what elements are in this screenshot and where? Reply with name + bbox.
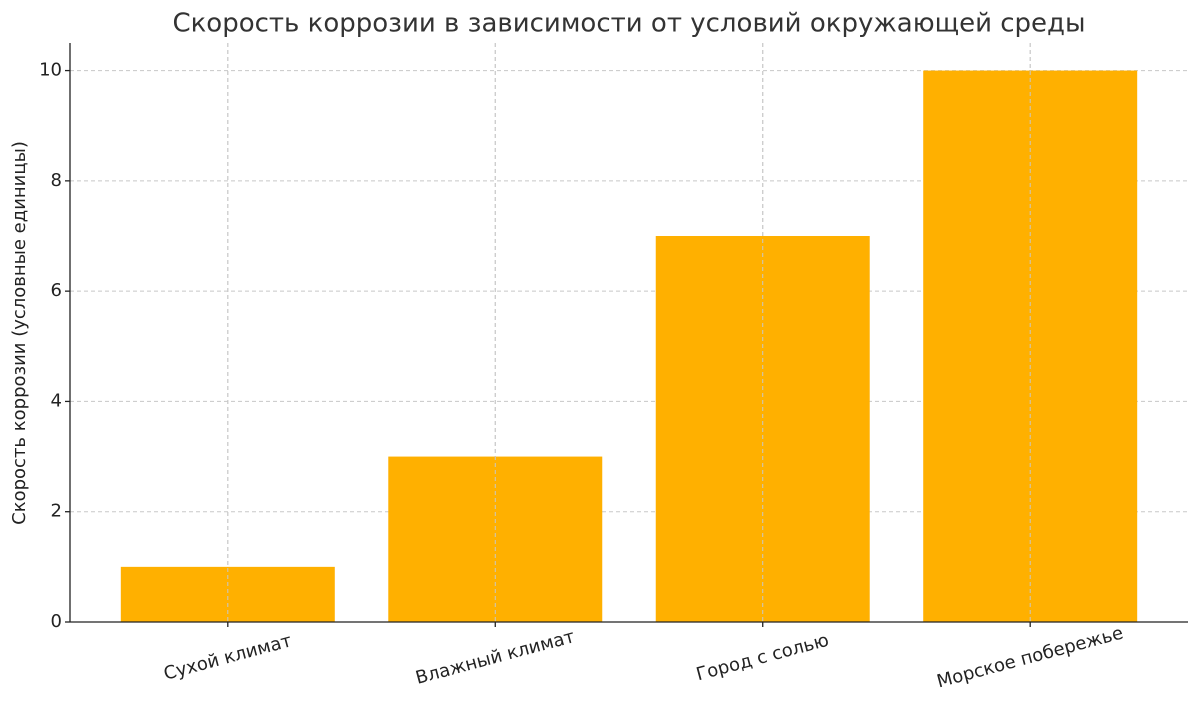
y-tick-label: 8 (51, 170, 62, 191)
x-tick-label: Город с солью (694, 630, 831, 686)
chart-title: Скорость коррозии в зависимости от услов… (172, 9, 1085, 39)
y-axis-label: Скорость коррозии (условные единицы) (9, 141, 30, 525)
y-tick-label: 4 (51, 390, 62, 411)
x-tick-label: Сухой климат (161, 630, 293, 684)
x-tick-label: Морское побережье (935, 623, 1126, 693)
y-tick-label: 0 (51, 611, 62, 632)
y-tick-label: 2 (51, 501, 62, 522)
y-tick-label: 6 (51, 280, 62, 301)
x-tick-label: Влажный климат (413, 626, 577, 689)
y-tick-label: 10 (39, 60, 62, 81)
